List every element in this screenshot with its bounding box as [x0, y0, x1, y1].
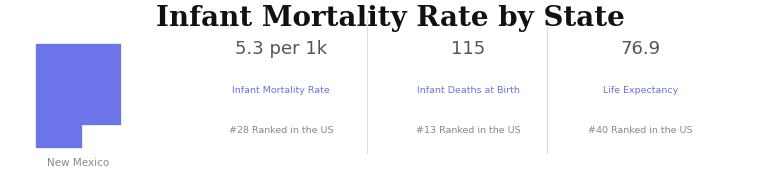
Polygon shape	[35, 43, 121, 148]
Text: Infant Mortality Rate: Infant Mortality Rate	[232, 86, 330, 95]
Text: New Mexico: New Mexico	[47, 158, 109, 168]
Text: 76.9: 76.9	[620, 40, 661, 58]
Text: Infant Mortality Rate by State: Infant Mortality Rate by State	[156, 5, 625, 32]
Text: Life Expectancy: Life Expectancy	[603, 86, 678, 95]
Text: 5.3 per 1k: 5.3 per 1k	[235, 40, 327, 58]
Text: #13 Ranked in the US: #13 Ranked in the US	[416, 126, 521, 135]
Text: #28 Ranked in the US: #28 Ranked in the US	[229, 126, 333, 135]
Text: 115: 115	[451, 40, 486, 58]
Text: Infant Deaths at Birth: Infant Deaths at Birth	[417, 86, 520, 95]
Text: #40 Ranked in the US: #40 Ranked in the US	[588, 126, 693, 135]
